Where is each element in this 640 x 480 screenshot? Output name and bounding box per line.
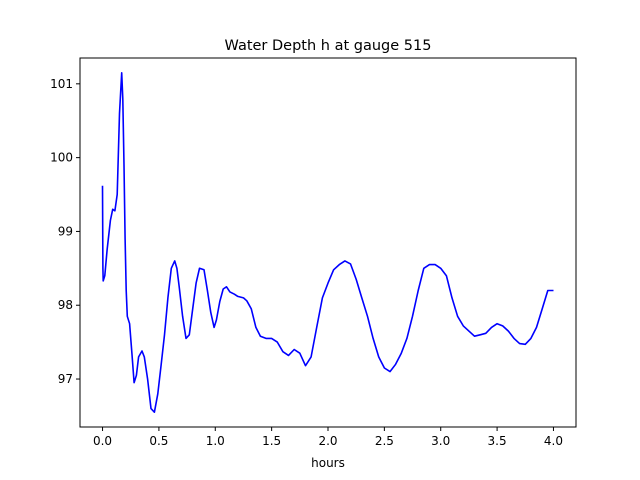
x-tick-label: 3.5 bbox=[488, 434, 507, 448]
y-tick-label: 101 bbox=[50, 77, 73, 91]
x-tick-label: 2.5 bbox=[375, 434, 394, 448]
y-tick-label: 97 bbox=[58, 372, 73, 386]
x-tick-label: 1.0 bbox=[206, 434, 225, 448]
x-axis-label: hours bbox=[311, 456, 345, 470]
chart-title: Water Depth h at gauge 515 bbox=[225, 38, 432, 54]
series-line bbox=[101, 72, 554, 414]
x-tick-label: 3.0 bbox=[431, 434, 450, 448]
y-tick-label: 100 bbox=[50, 151, 73, 165]
x-axis: 0.0 0.5 1.0 1.5 2.0 2.5 3.0 3.5 4.0 bbox=[93, 427, 563, 448]
plot-frame bbox=[79, 57, 577, 428]
x-tick-label: 1.5 bbox=[262, 434, 281, 448]
y-axis: 97 98 99 100 101 bbox=[50, 77, 80, 386]
x-tick-label: 4.0 bbox=[544, 434, 563, 448]
x-tick-label: 2.0 bbox=[318, 434, 337, 448]
x-tick-label: 0.0 bbox=[93, 434, 112, 448]
y-tick-label: 98 bbox=[58, 298, 73, 312]
y-tick-label: 99 bbox=[58, 224, 73, 238]
x-tick-label: 0.5 bbox=[149, 434, 168, 448]
